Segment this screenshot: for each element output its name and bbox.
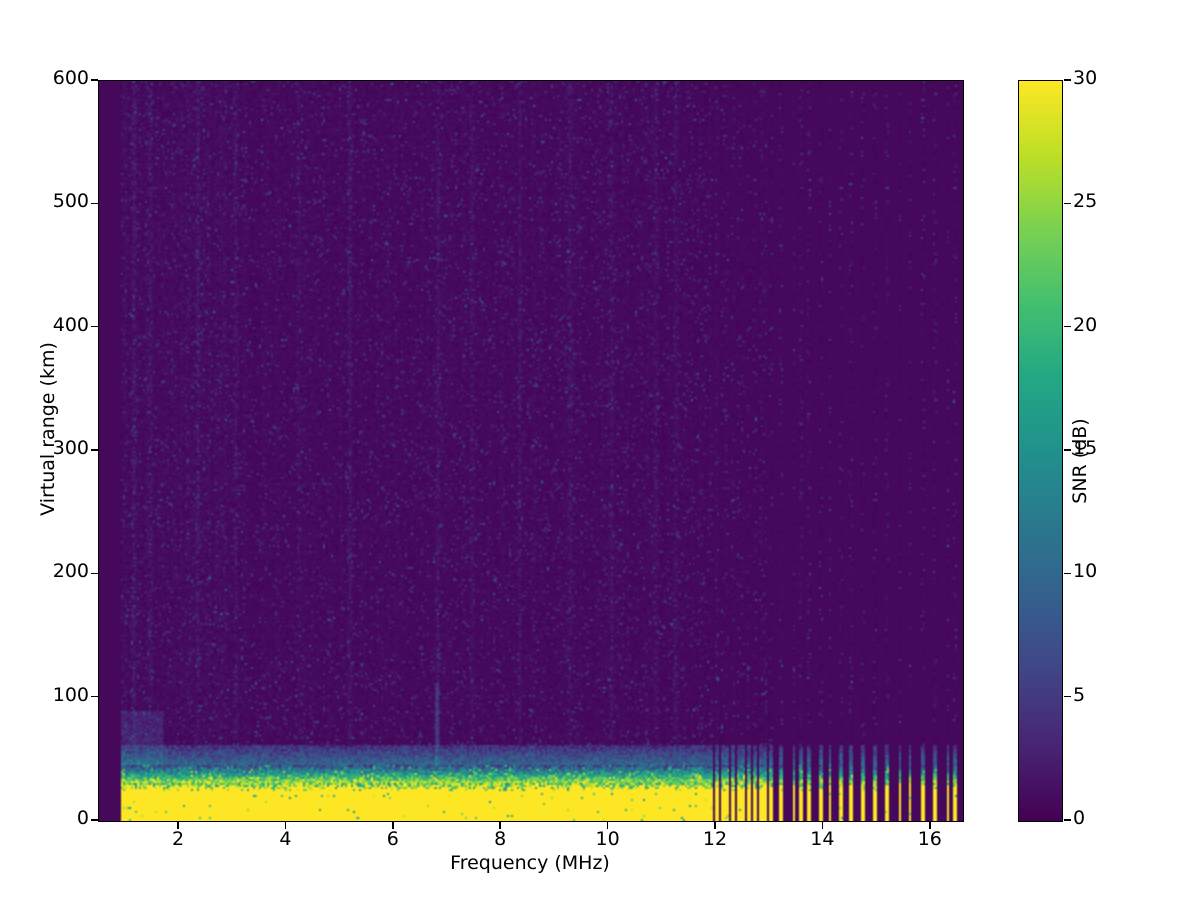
colorbar-tick-mark-25 <box>1063 202 1071 205</box>
x-tick-mark-2 <box>177 821 179 829</box>
ionogram-plot-area <box>98 80 964 822</box>
x-tick-label-12: 12 <box>702 828 728 850</box>
x-tick-mark-14 <box>821 821 824 829</box>
x-tick-label-6: 6 <box>386 828 399 850</box>
y-tick-mark-0 <box>91 819 98 821</box>
colorbar-tick-label-25: 25 <box>1073 190 1098 213</box>
y-tick-mark-100 <box>91 695 98 698</box>
colorbar-tick-mark-5 <box>1063 695 1071 698</box>
x-tick-mark-16 <box>928 821 931 829</box>
y-tick-label-600: 600 <box>52 67 89 89</box>
y-tick-label-500: 500 <box>52 190 89 213</box>
colorbar-tick-mark-10 <box>1063 572 1071 575</box>
y-tick-mark-300 <box>91 449 98 451</box>
y-tick-label-300: 300 <box>52 437 89 459</box>
x-tick-label-14: 14 <box>810 828 835 850</box>
y-tick-label-400: 400 <box>52 313 89 336</box>
y-tick-mark-500 <box>91 202 98 205</box>
colorbar-tick-label-15: 15 <box>1073 437 1098 459</box>
x-tick-mark-8 <box>499 821 501 829</box>
y-tick-mark-400 <box>91 325 98 328</box>
x-tick-label-8: 8 <box>494 828 507 850</box>
ionogram-heatmap-canvas <box>99 81 963 821</box>
colorbar-tick-mark-15 <box>1063 449 1071 451</box>
colorbar-gradient-canvas <box>1019 81 1062 821</box>
y-tick-mark-600 <box>91 79 98 81</box>
x-tick-label-10: 10 <box>595 828 620 850</box>
x-tick-mark-10 <box>606 821 609 829</box>
colorbar-tick-mark-0 <box>1063 819 1071 821</box>
colorbar-tick-mark-30 <box>1063 79 1071 81</box>
colorbar <box>1018 80 1063 822</box>
colorbar-tick-label-30: 30 <box>1073 67 1098 89</box>
colorbar-tick-label-5: 5 <box>1073 683 1086 706</box>
colorbar-tick-label-20: 20 <box>1073 313 1098 336</box>
colorbar-tick-label-0: 0 <box>1073 807 1086 829</box>
x-tick-label-2: 2 <box>171 828 185 850</box>
y-tick-label-0: 0 <box>76 807 89 829</box>
x-axis-label: Frequency (MHz) <box>450 852 610 874</box>
y-tick-mark-200 <box>91 572 98 575</box>
colorbar-tick-mark-20 <box>1063 325 1071 328</box>
x-tick-mark-6 <box>392 821 394 829</box>
colorbar-tick-label-10: 10 <box>1073 560 1098 583</box>
x-tick-label-16: 16 <box>917 828 942 850</box>
x-tick-mark-4 <box>284 821 287 829</box>
y-tick-label-200: 200 <box>52 560 89 583</box>
y-axis-label: Virtual range (km) <box>37 342 59 516</box>
y-tick-label-100: 100 <box>52 683 89 706</box>
x-tick-mark-12 <box>714 821 716 829</box>
x-tick-label-4: 4 <box>279 828 292 850</box>
